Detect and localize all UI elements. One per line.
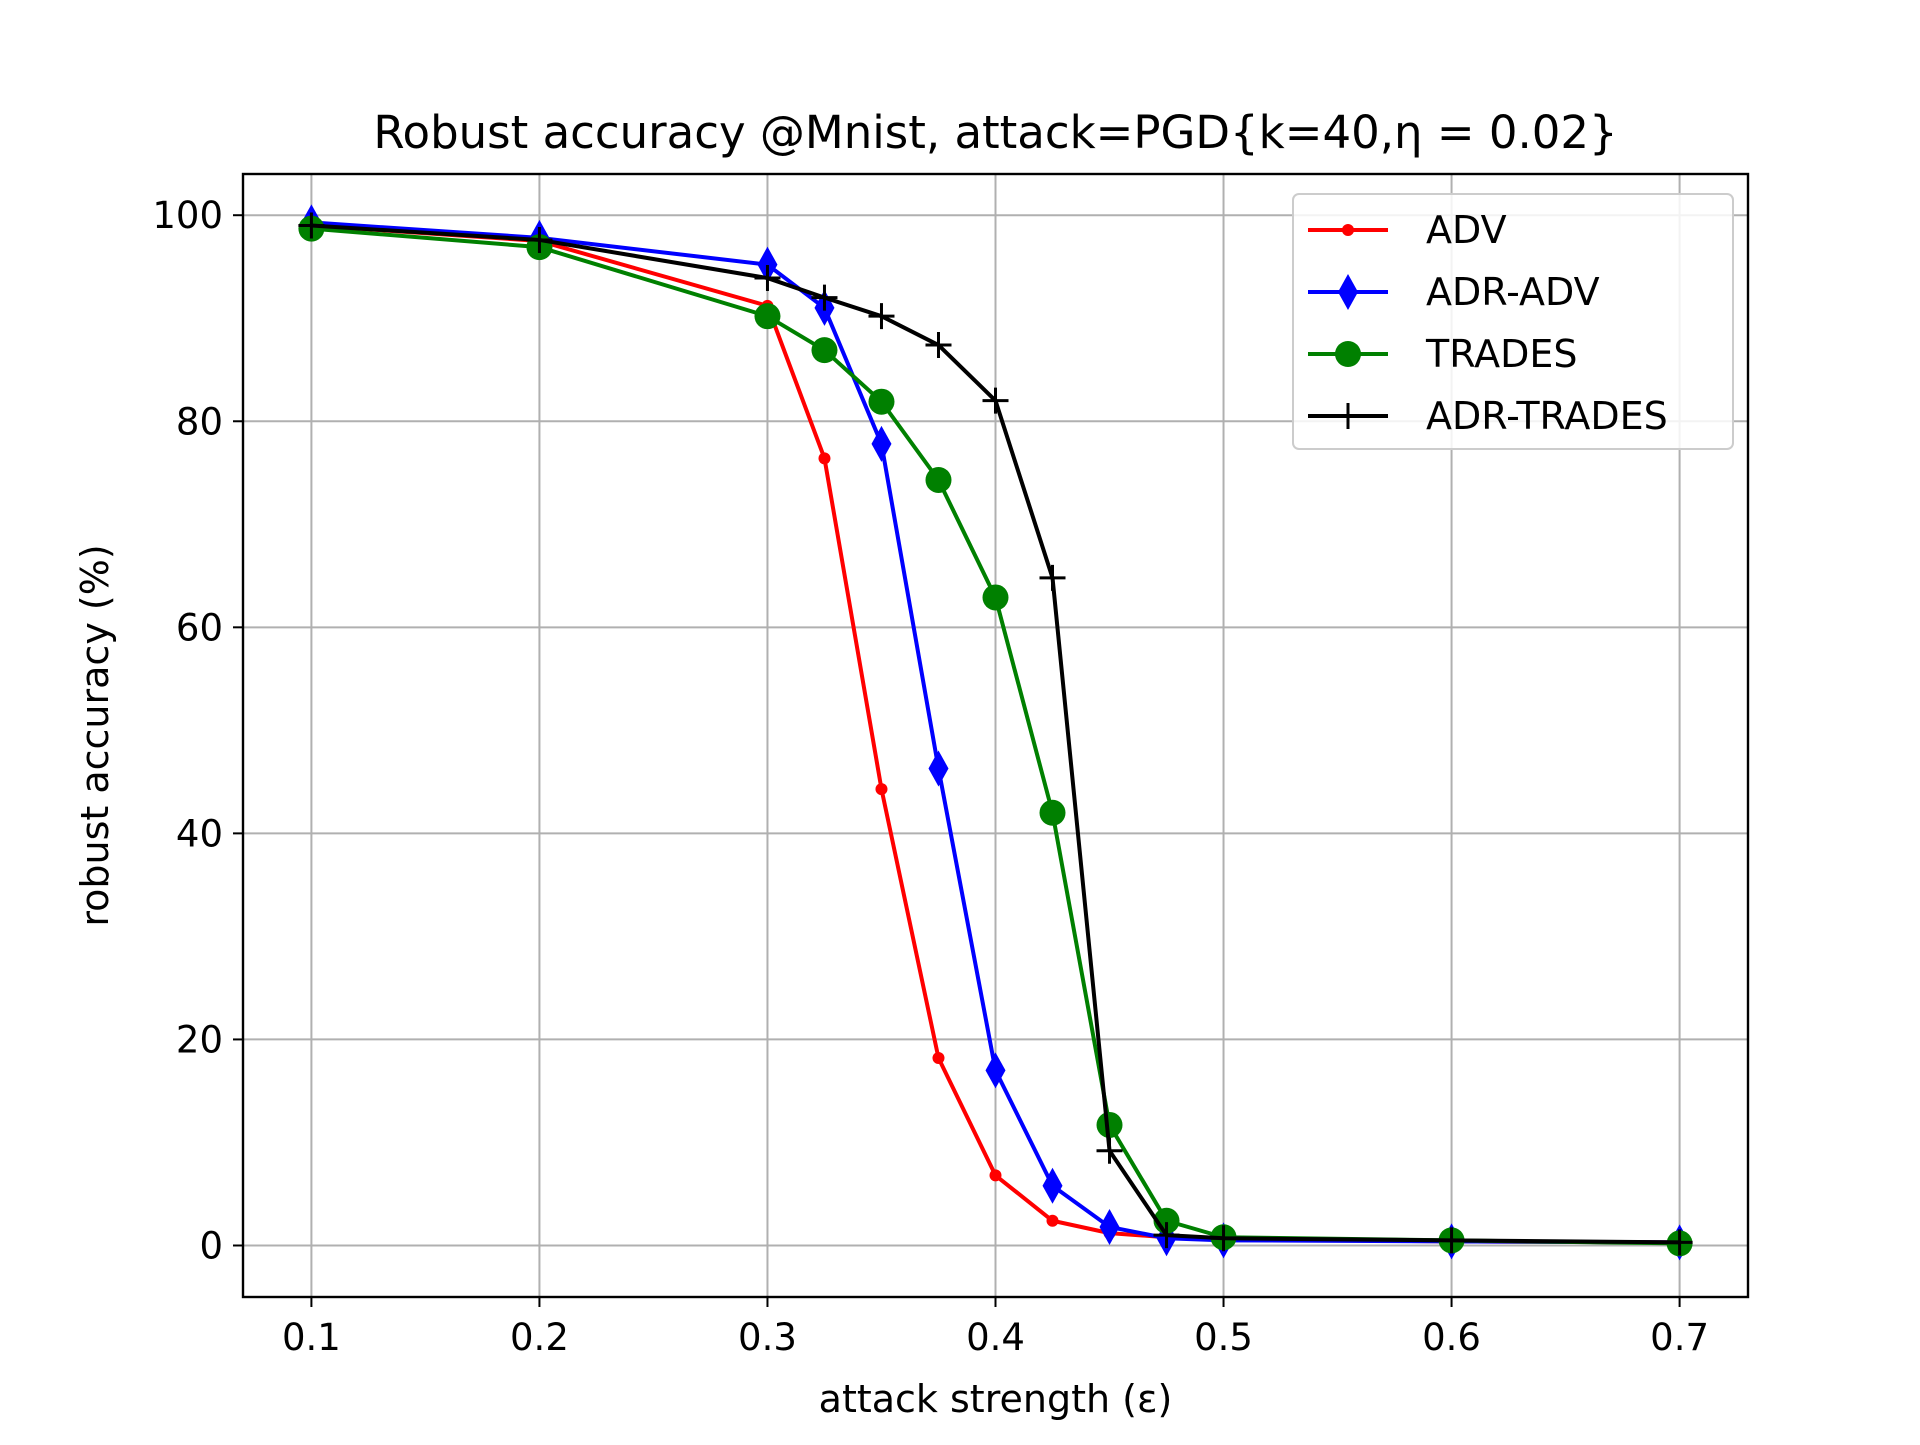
data-point (1438, 1227, 1465, 1254)
legend-item: ADR-TRADES (1308, 394, 1668, 438)
y-tick-label: 20 (176, 1018, 223, 1061)
legend-label: TRADES (1425, 332, 1577, 376)
legend-label: ADR-TRADES (1426, 394, 1668, 438)
data-point (1335, 341, 1361, 367)
y-tick-label: 100 (152, 194, 223, 237)
data-point (982, 387, 1009, 414)
x-tick-label: 0.1 (282, 1316, 341, 1359)
data-point (868, 388, 895, 415)
data-point (985, 1052, 1006, 1089)
data-point (1342, 224, 1354, 236)
data-point (928, 750, 949, 787)
y-tick-label: 60 (176, 606, 223, 649)
data-point (925, 332, 952, 359)
legend: ADV ADR-ADV TRADES ADR-TRADES (1292, 193, 1734, 450)
data-point (818, 452, 831, 465)
legend-box (1292, 193, 1734, 450)
y-tick-label: 80 (176, 400, 223, 443)
legend-item: TRADES (1308, 332, 1577, 376)
data-point (1153, 1222, 1180, 1249)
data-point (868, 303, 895, 330)
x-tick-label: 0.4 (966, 1316, 1025, 1359)
data-point (1042, 1167, 1063, 1204)
data-point (1096, 1137, 1123, 1164)
y-tick-label: 0 (199, 1224, 223, 1267)
y-tick-label: 40 (176, 812, 223, 855)
data-point (526, 226, 553, 253)
legend-label: ADV (1426, 208, 1507, 252)
data-point (1210, 1225, 1237, 1252)
data-point (754, 303, 781, 330)
data-point (1039, 564, 1066, 591)
data-point (925, 466, 952, 493)
data-point (1096, 1111, 1123, 1138)
data-point (1338, 274, 1358, 310)
data-point (1335, 403, 1361, 429)
legend-label: ADR-ADV (1426, 270, 1600, 314)
x-tick-label: 0.3 (738, 1316, 797, 1359)
data-point (1039, 799, 1066, 826)
data-point (875, 783, 888, 796)
plot-series (298, 204, 1693, 1261)
data-point (982, 584, 1009, 611)
data-point (811, 284, 838, 311)
x-tick-label: 0.7 (1650, 1316, 1709, 1359)
x-axis-label: attack strength (ε) (819, 1377, 1173, 1421)
x-tick-label: 0.6 (1422, 1316, 1481, 1359)
axis-ticks: 0.1 0.2 0.3 0.4 0.5 0.6 0.7 0 20 40 60 80 100 (152, 194, 1709, 1359)
data-point (1099, 1208, 1120, 1245)
chart-title: Robust accuracy @Mnist, attack=PGD{k=40,… (373, 106, 1617, 159)
data-point (811, 337, 838, 364)
y-axis-label: robust accuracy (%) (73, 544, 117, 926)
legend-item: ADR-ADV (1308, 270, 1600, 314)
data-point (1046, 1214, 1059, 1227)
data-point (1666, 1229, 1693, 1256)
data-point (989, 1169, 1002, 1182)
data-point (757, 246, 778, 283)
x-tick-label: 0.5 (1194, 1316, 1253, 1359)
data-point (298, 212, 325, 239)
x-tick-label: 0.2 (510, 1316, 569, 1359)
data-point (754, 265, 781, 292)
series-adr-trades (298, 212, 1693, 1256)
legend-item: ADV (1308, 208, 1507, 252)
data-point (932, 1051, 945, 1064)
data-point (871, 425, 892, 462)
